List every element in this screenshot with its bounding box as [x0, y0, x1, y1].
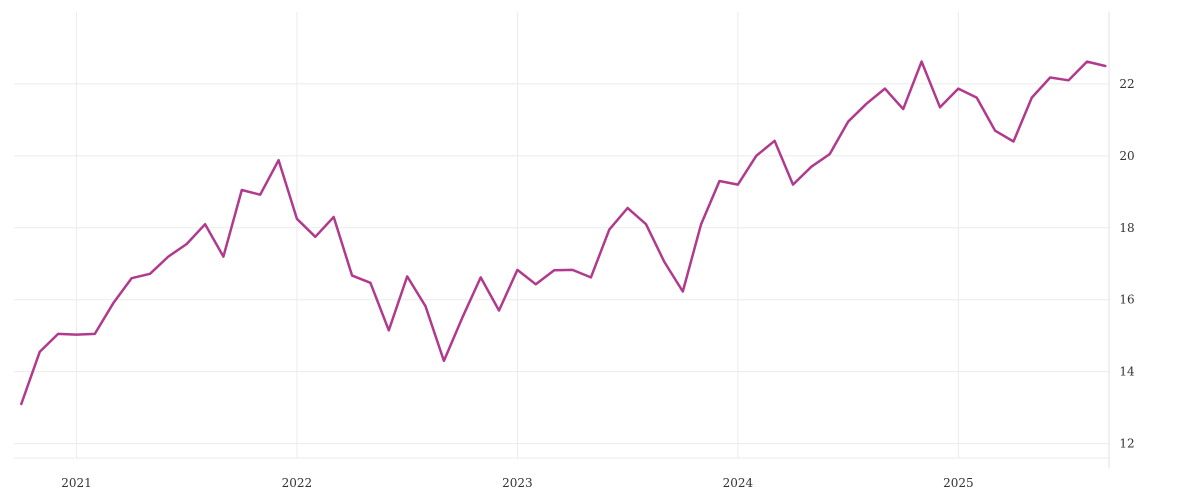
data-point	[957, 87, 960, 90]
data-point	[277, 159, 280, 161]
data-point	[75, 333, 78, 336]
data-point	[20, 403, 23, 405]
data-point	[608, 228, 611, 231]
y-tick-label: 16	[1119, 293, 1134, 307]
data-point	[57, 333, 59, 335]
data-point	[975, 96, 978, 99]
data-point	[645, 223, 647, 226]
x-tick-label: 2022	[282, 476, 313, 490]
series-layer	[20, 60, 1107, 406]
y-tick-label: 20	[1119, 149, 1134, 163]
data-point	[828, 153, 831, 155]
data-point	[626, 207, 629, 209]
data-point	[1012, 140, 1015, 143]
data-point	[755, 155, 758, 157]
data-point	[130, 277, 133, 279]
data-point	[516, 269, 519, 271]
data-point	[792, 183, 794, 186]
data-point	[498, 309, 500, 312]
data-point	[167, 255, 170, 258]
data-point	[259, 193, 261, 196]
data-point	[424, 305, 427, 308]
data-point	[296, 218, 298, 220]
data-point	[571, 269, 574, 271]
data-point	[1067, 79, 1070, 82]
data-point	[534, 283, 537, 286]
data-point	[351, 274, 353, 277]
data-point	[406, 275, 408, 278]
data-point	[461, 316, 464, 319]
data-point	[241, 189, 243, 191]
data-point	[718, 180, 721, 182]
x-tick-labels: 2021 2022 2023 2024 2025	[61, 476, 973, 490]
data-point	[369, 282, 372, 284]
data-point	[810, 165, 813, 168]
data-point	[1104, 65, 1107, 67]
gridlines	[14, 12, 1109, 459]
data-point	[1086, 60, 1088, 63]
x-tick-label: 2023	[502, 476, 533, 490]
data-point	[994, 129, 996, 132]
data-point	[1049, 76, 1052, 79]
y-tick-labels: 12 14 16 18 20 22	[1119, 77, 1135, 451]
data-point	[663, 261, 666, 263]
data-point	[920, 60, 923, 63]
data-point	[479, 276, 482, 279]
data-point	[314, 235, 317, 238]
data-point	[112, 302, 115, 305]
y-tick-label: 14	[1119, 365, 1135, 379]
data-point	[590, 276, 592, 279]
x-tick-label: 2021	[61, 476, 92, 490]
x-tick-label: 2025	[943, 476, 974, 490]
series-line	[20, 60, 1107, 406]
data-point	[332, 216, 335, 218]
y-tick-label: 18	[1119, 221, 1134, 235]
data-point	[847, 120, 849, 123]
data-point	[773, 139, 776, 142]
x-tick-label: 2024	[723, 476, 754, 490]
data-point	[387, 329, 390, 332]
data-point	[1031, 96, 1033, 99]
data-point	[185, 243, 188, 245]
data-point	[700, 223, 702, 226]
data-point	[94, 333, 96, 335]
data-point	[681, 290, 684, 293]
y-tick-label: 12	[1119, 437, 1134, 451]
data-point	[204, 223, 206, 226]
data-point	[149, 273, 151, 275]
data-point	[939, 106, 941, 109]
data-point	[902, 108, 905, 110]
data-point	[865, 102, 868, 105]
data-point	[553, 269, 555, 272]
data-point	[884, 87, 886, 90]
data-point	[737, 183, 739, 186]
data-point	[222, 255, 225, 258]
data-point	[38, 351, 41, 353]
data-point	[443, 360, 445, 362]
y-tick-label: 22	[1119, 77, 1134, 91]
